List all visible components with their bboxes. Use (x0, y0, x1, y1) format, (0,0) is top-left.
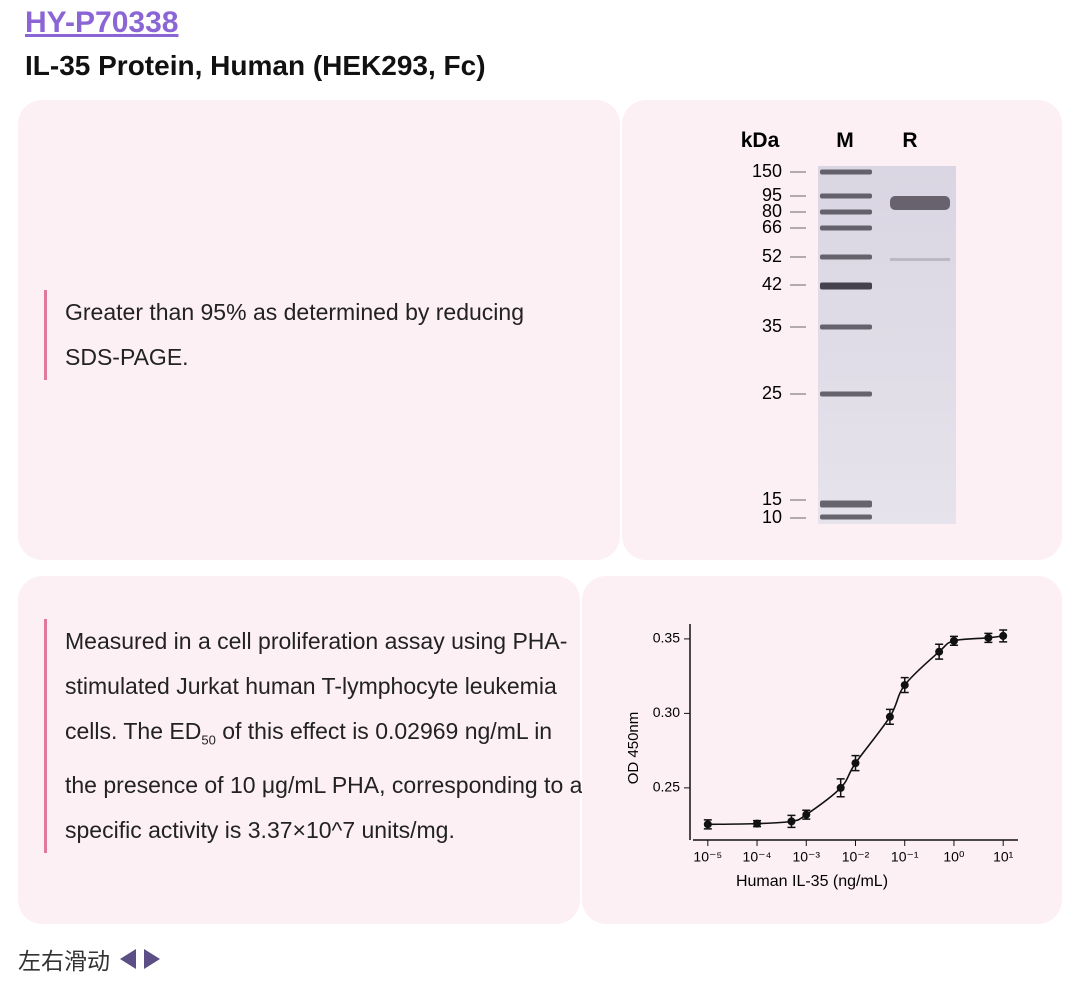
ladder-band (820, 391, 872, 397)
data-point (949, 636, 958, 645)
marker-label: 95 (762, 185, 782, 205)
x-tick-label: 10⁻⁵ (693, 849, 722, 865)
y-tick-label: 0.30 (653, 704, 680, 720)
data-point (787, 817, 796, 826)
x-axis-label: Human IL-35 (ng/mL) (736, 873, 888, 890)
data-point (703, 820, 712, 829)
data-point (851, 759, 860, 768)
purity-card: Greater than 95% as determined by reduci… (18, 100, 620, 560)
data-point (885, 712, 894, 721)
marker-label: 15 (762, 489, 782, 509)
x-tick-label: 10⁻¹ (891, 849, 919, 865)
chart: OD 450nm Human IL-35 (ng/mL) 0.25 0.30 0.3… (625, 624, 1018, 890)
marker-label: 35 (762, 316, 782, 336)
sample-band (890, 196, 950, 210)
arrows[interactable] (116, 946, 164, 972)
data-point (984, 633, 993, 642)
x-tick-label: 10⁰ (943, 849, 965, 865)
gel-background (818, 166, 956, 524)
text: of this effect is 0.02969 ng/mL in the p… (65, 718, 583, 843)
data-point (900, 681, 909, 690)
fit-curve (707, 635, 1004, 826)
sample-band (890, 258, 950, 261)
ladder-band (820, 254, 872, 260)
product-title: IL-35 Protein, Human (HEK293, Fc) (25, 50, 486, 81)
subscript: 50 (201, 732, 216, 748)
chart-card: OD 450nm Human IL-35 (ng/mL) 0.25 0.30 0.3… (582, 576, 1062, 924)
ladder-band (820, 514, 872, 520)
purity-text: Greater than 95% as determined by reduci… (44, 290, 585, 380)
x-tick-label: 10⁻⁴ (743, 849, 772, 865)
lane-label: R (902, 129, 917, 152)
marker-label: 10 (762, 507, 782, 527)
data-point (935, 647, 944, 656)
marker-label: 42 (762, 274, 782, 294)
marker-label: 25 (762, 383, 782, 403)
marker-label: 66 (762, 217, 782, 237)
ladder-band (820, 225, 872, 231)
marker-label: 52 (762, 246, 782, 266)
activity-text: Measured in a cell proliferation assay u… (44, 619, 585, 853)
ladder-band (820, 209, 872, 215)
ladder-band (820, 282, 872, 290)
hint-text: 左右滑动 (18, 948, 110, 974)
data-point (753, 819, 762, 828)
y-axis-label: OD 450nm (625, 712, 642, 785)
product-code[interactable]: HY-P70338 (25, 6, 179, 39)
activity-card: Measured in a cell proliferation assay u… (18, 576, 582, 924)
ladder-band (820, 324, 872, 330)
marker-label: 150 (752, 161, 782, 181)
gel-card: kDa M R 150 95 80 66 52 42 35 25 15 10 (622, 100, 1062, 560)
text: Measured in a cell proliferation assay u… (65, 628, 568, 744)
data-point (802, 810, 811, 819)
y-tick-label: 0.35 (653, 630, 680, 646)
data-point (999, 631, 1008, 640)
y-tick-label: 0.25 (653, 779, 680, 795)
x-tick-label: 10⁻³ (792, 849, 820, 865)
marker-label: 80 (762, 201, 782, 221)
ladder-band (820, 500, 872, 508)
gel-unit: kDa (741, 129, 780, 152)
ladder-band (820, 193, 872, 199)
lane-label: M (836, 129, 854, 152)
data-point (836, 783, 845, 792)
scroll-hint: 左右滑动 (18, 942, 164, 976)
x-tick-label: 10⁻² (842, 849, 870, 865)
x-tick-label: 10¹ (993, 849, 1014, 865)
ladder-band (820, 169, 872, 175)
